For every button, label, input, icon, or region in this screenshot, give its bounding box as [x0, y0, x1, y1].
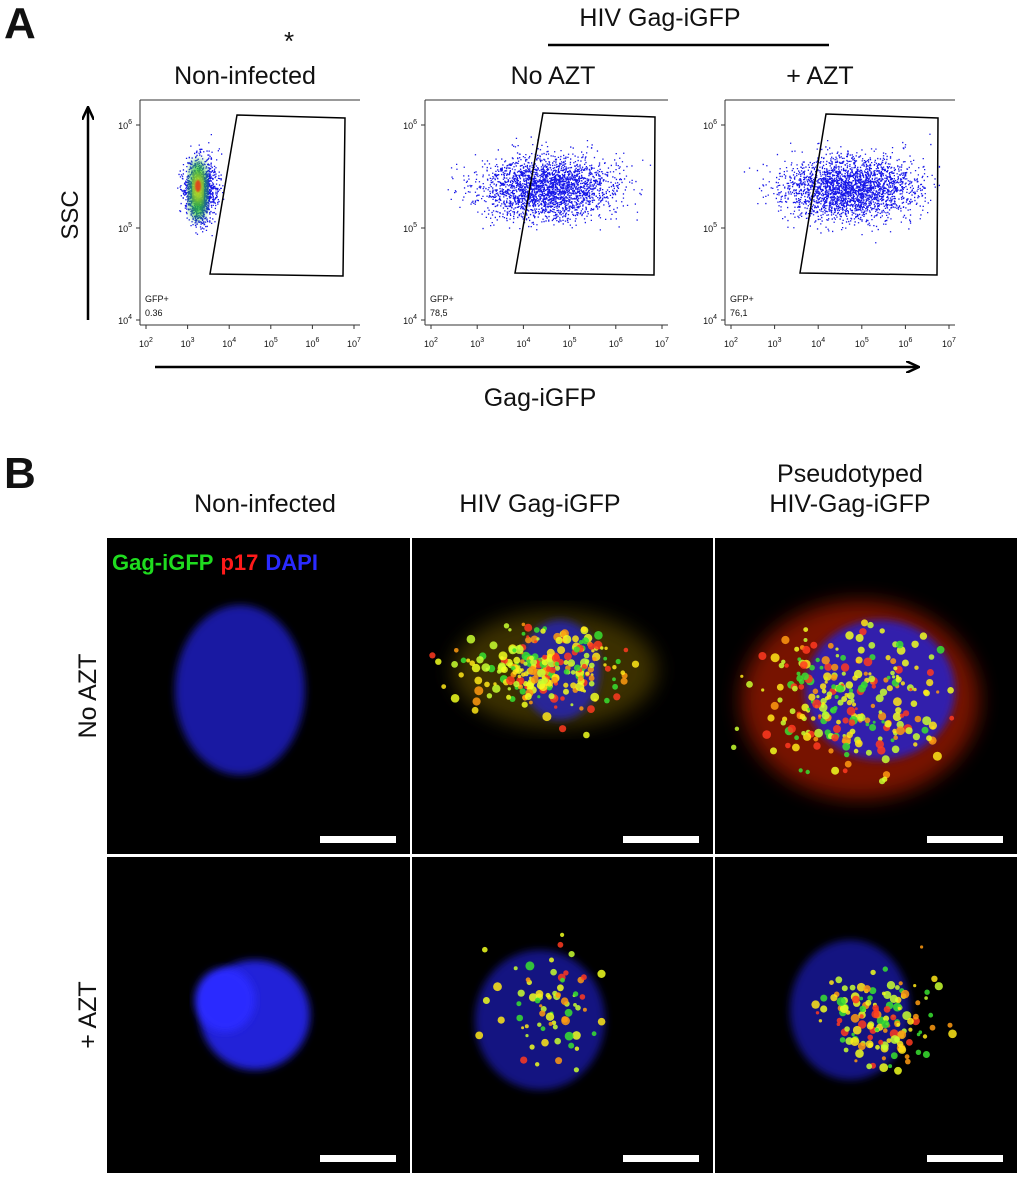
legend-entry: DAPI — [265, 550, 318, 575]
nucleus — [195, 968, 255, 1032]
gate-value: 78,5 — [430, 308, 448, 318]
x-tick-label: 107 — [942, 337, 956, 349]
x-tick-label: 105 — [855, 337, 869, 349]
gate-name: GFP+ — [145, 294, 169, 304]
group-title: HIV Gag-iGFP — [579, 4, 740, 32]
x-tick-label: 102 — [139, 337, 153, 349]
micrograph — [107, 538, 410, 854]
x-tick-label: 104 — [516, 337, 530, 349]
row-label: + AZT — [74, 981, 102, 1048]
event-dots — [743, 133, 941, 244]
y-tick-label: 104 — [703, 314, 717, 326]
micrograph — [412, 857, 713, 1173]
plot-title: Non-infected — [174, 62, 316, 90]
y-tick-label: 106 — [703, 119, 717, 131]
micrograph — [715, 857, 1017, 1173]
x-tick-label: 106 — [305, 337, 319, 349]
scale-bar — [927, 836, 1003, 843]
y-tick-label: 106 — [403, 119, 417, 131]
column-title: Pseudotyped — [777, 460, 923, 488]
y-axis-label: SSC — [57, 190, 84, 239]
x-tick-label: 107 — [347, 337, 361, 349]
scale-bar — [320, 1155, 396, 1162]
panel-label: B — [4, 449, 36, 498]
flow-plot: 102 103 104 105 106 107 106 105 104 GFP+ 78,5 — [403, 99, 669, 349]
y-tick-label: 105 — [118, 222, 132, 234]
x-tick-label: 104 — [222, 337, 236, 349]
gate — [799, 113, 939, 276]
y-tick-label: 106 — [118, 119, 132, 131]
gate — [514, 112, 656, 276]
x-tick-label: 102 — [424, 337, 438, 349]
gate-value: 0.36 — [145, 308, 163, 318]
nucleus — [175, 605, 305, 775]
scale-bar — [623, 836, 699, 843]
x-tick-label: 103 — [768, 337, 782, 349]
x-tick-label: 104 — [811, 337, 825, 349]
gate-name: GFP+ — [430, 294, 454, 304]
flow-plot: 102 103 104 105 106 107 106 105 104 GFP+ 76,1 — [703, 99, 956, 349]
column-title: Non-infected — [194, 490, 336, 518]
x-tick-label: 103 — [470, 337, 484, 349]
y-tick-label: 104 — [403, 314, 417, 326]
x-tick-label: 106 — [609, 337, 623, 349]
micrograph — [412, 538, 713, 854]
plot-title: No AZT — [511, 62, 596, 90]
x-axis-label: Gag-iGFP — [484, 384, 597, 412]
column-title: HIV-Gag-iGFP — [769, 490, 930, 518]
scale-bar — [927, 1155, 1003, 1162]
y-tick-label: 104 — [118, 314, 132, 326]
event-dots — [447, 136, 652, 231]
flow-plot: 102 103 104 105 106 107 106 105 104 GFP+ 0.36 — [118, 99, 361, 349]
panel-label: A — [4, 0, 36, 48]
legend-entry: Gag-iGFP — [112, 550, 213, 575]
density-core — [195, 180, 201, 192]
row-label: No AZT — [74, 654, 102, 739]
y-tick-label: 105 — [403, 222, 417, 234]
x-tick-label: 106 — [898, 337, 912, 349]
x-tick-label: 103 — [181, 337, 195, 349]
gate-name: GFP+ — [730, 294, 754, 304]
x-tick-label: 107 — [655, 337, 669, 349]
scale-bar — [320, 836, 396, 843]
scale-bar — [623, 1155, 699, 1162]
plot-title: + AZT — [786, 62, 853, 90]
x-tick-label: 105 — [563, 337, 577, 349]
legend-entry: p17 — [220, 550, 258, 575]
asterisk: * — [284, 26, 294, 56]
micrograph — [715, 538, 1017, 854]
x-tick-label: 105 — [264, 337, 278, 349]
gate-value: 76,1 — [730, 308, 748, 318]
y-tick-label: 105 — [703, 222, 717, 234]
micrograph — [107, 857, 410, 1173]
nucleus — [790, 940, 910, 1080]
gate — [209, 114, 346, 277]
nucleus — [475, 950, 605, 1090]
column-title: HIV Gag-iGFP — [459, 490, 620, 518]
x-tick-label: 102 — [724, 337, 738, 349]
